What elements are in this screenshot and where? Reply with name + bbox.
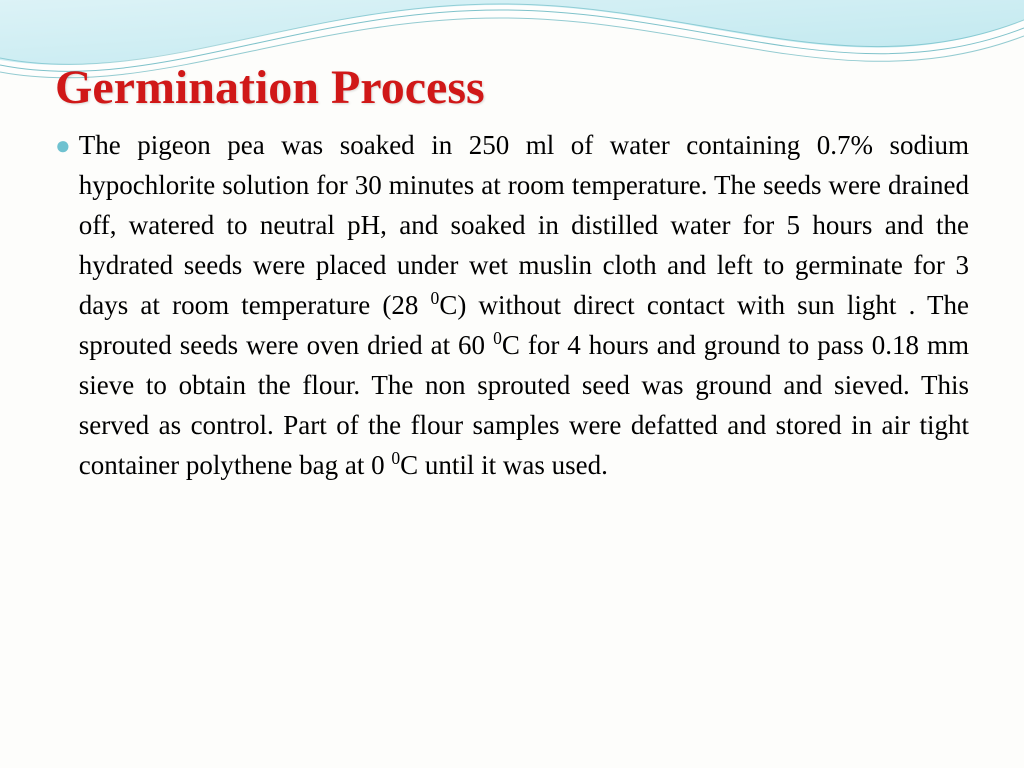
slide-title: Germination Process: [55, 60, 969, 115]
bullet-icon: ●: [55, 125, 71, 165]
body-paragraph: The pigeon pea was soaked in 250 ml of w…: [79, 125, 969, 485]
